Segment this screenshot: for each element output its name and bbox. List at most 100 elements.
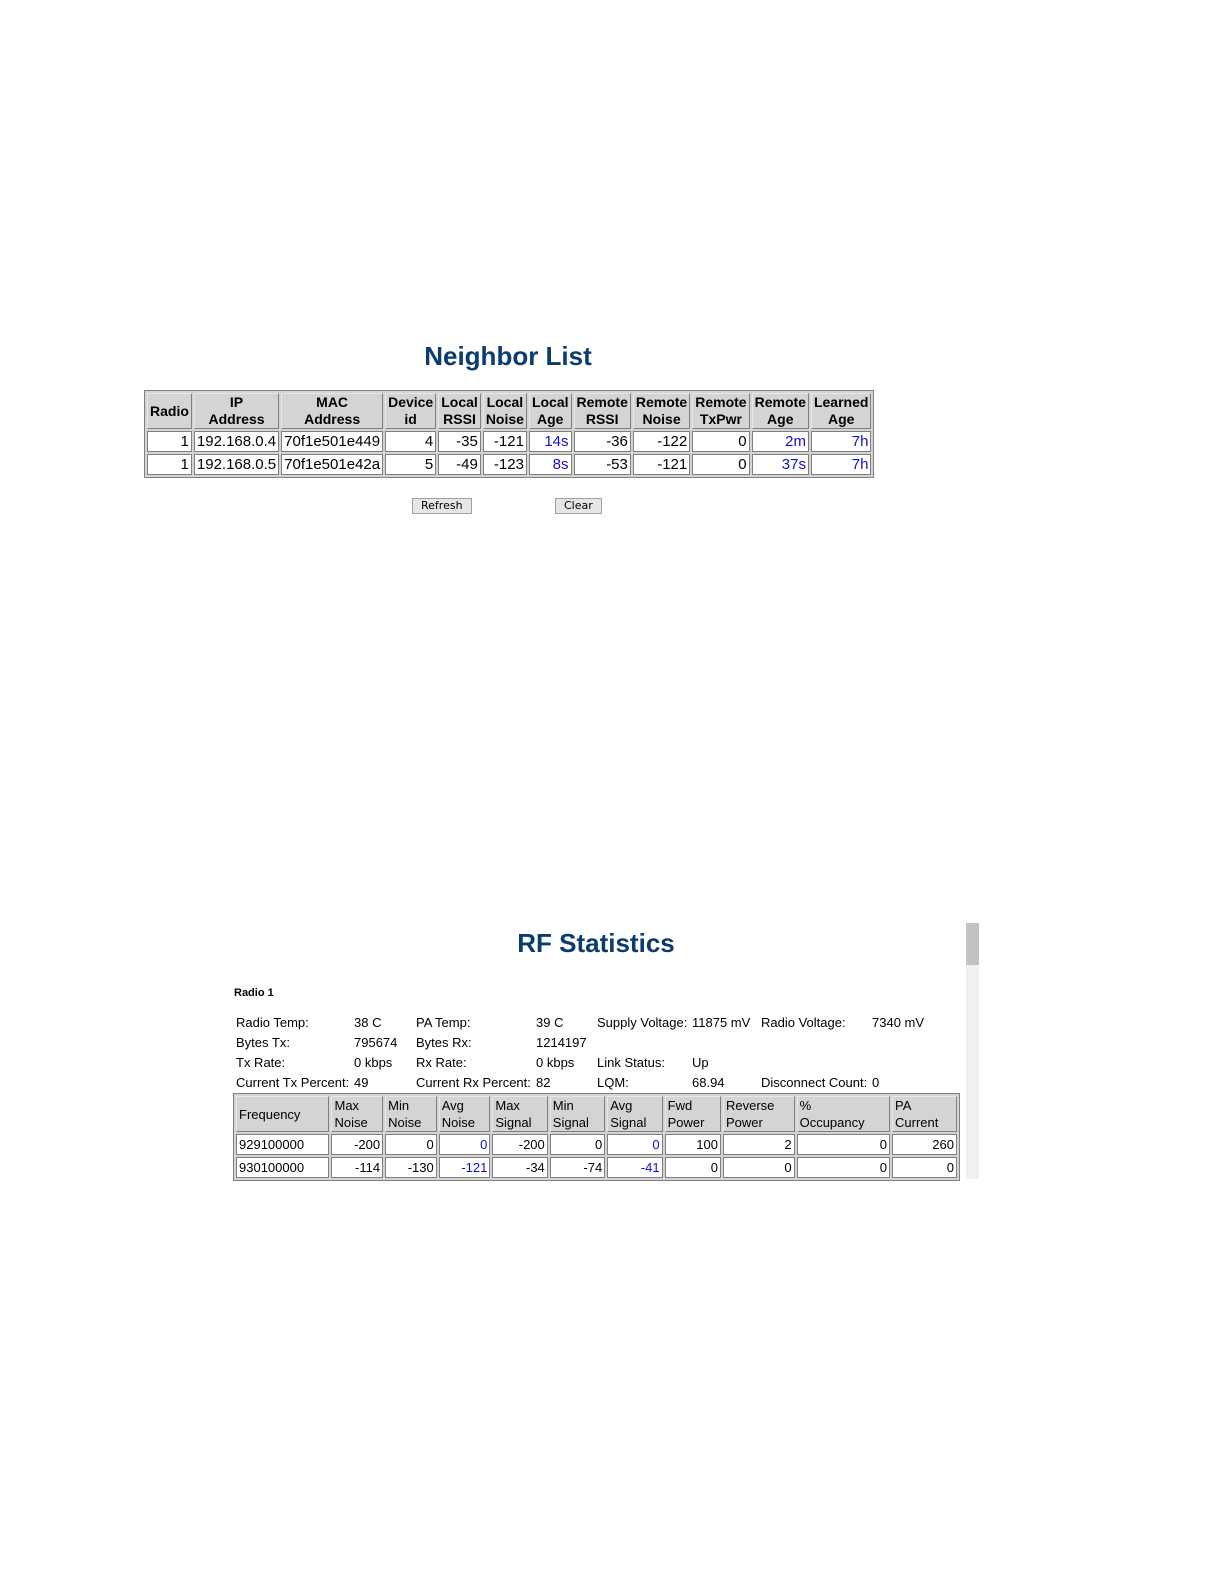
info-label: Disconnect Count: — [761, 1075, 868, 1090]
scrollbar-thumb[interactable] — [966, 923, 979, 965]
info-label: Rx Rate: — [416, 1055, 467, 1070]
info-value: 1214197 — [536, 1035, 587, 1050]
info-label: LQM: — [597, 1075, 629, 1090]
info-value: 0 — [872, 1075, 880, 1090]
column-header: Learned Age — [810, 393, 872, 429]
info-value: 0 kbps — [354, 1055, 393, 1070]
clear-button[interactable]: Clear — [555, 498, 602, 514]
column-header: Max Signal — [492, 1096, 548, 1132]
column-header: PA Current — [892, 1096, 957, 1132]
info-value: Up — [692, 1055, 709, 1070]
info-value: 39 C — [536, 1015, 564, 1030]
table-cell: 0 — [438, 1134, 491, 1155]
table-cell: 70f1e501e449 — [281, 431, 384, 452]
info-value: 68.94 — [692, 1075, 725, 1090]
info-label: Bytes Tx: — [236, 1035, 290, 1050]
info-value: 795674 — [354, 1035, 398, 1050]
scrollbar[interactable] — [966, 923, 979, 1179]
column-header: Max Noise — [331, 1096, 384, 1132]
age-link[interactable]: 8s — [528, 454, 572, 475]
info-value: 0 kbps — [536, 1055, 575, 1070]
table-cell: 2 — [723, 1134, 795, 1155]
info-value: 7340 mV — [872, 1015, 925, 1030]
table-cell: -121 — [632, 454, 691, 475]
table-cell: 0 — [692, 431, 750, 452]
table-cell: -121 — [482, 431, 527, 452]
table-row: 1 192.168.0.5 70f1e501e42a 5 -49 -123 8s -53 -12… — [147, 454, 872, 475]
info-value: 38 C — [354, 1015, 382, 1030]
table-cell: 5 — [385, 454, 437, 475]
table-cell: -121 — [438, 1157, 491, 1178]
table-row: 929100000 -200 0 0 -200 0 0 100 2 0 260 — [236, 1134, 957, 1155]
info-label: Current Rx Percent: — [416, 1075, 531, 1090]
column-header: Min Signal — [549, 1096, 606, 1132]
info-label: Tx Rate: — [236, 1055, 286, 1070]
age-link[interactable]: 37s — [751, 454, 809, 475]
table-cell: -53 — [573, 454, 631, 475]
column-header: Remote Age — [751, 393, 809, 429]
column-header: Avg Signal — [607, 1096, 663, 1132]
column-header: Frequency — [236, 1096, 330, 1132]
table-cell: 192.168.0.4 — [193, 431, 280, 452]
info-label: Supply Voltage: — [597, 1015, 688, 1030]
info-value: 49 — [354, 1075, 369, 1090]
table-cell: 0 — [796, 1134, 891, 1155]
table-cell: -49 — [438, 454, 481, 475]
table-cell: -122 — [632, 431, 691, 452]
age-link[interactable]: 7h — [810, 454, 872, 475]
column-header: Remote Noise — [632, 393, 691, 429]
radio-label: Radio 1 — [234, 987, 274, 999]
column-header: Local RSSI — [438, 393, 481, 429]
info-label: Link Status: — [597, 1055, 665, 1070]
table-cell: -130 — [385, 1157, 437, 1178]
table-cell: 0 — [692, 454, 750, 475]
table-cell: 930100000 — [236, 1157, 330, 1178]
rf-statistics-title: RF Statistics — [517, 928, 675, 958]
table-row: 1 192.168.0.4 70f1e501e449 4 -35 -121 14s -36 -1… — [147, 431, 872, 452]
table-cell: 4 — [385, 431, 437, 452]
table-row: 930100000 -114 -130 -121 -34 -74 -41 0 0 0 0 — [236, 1157, 957, 1178]
age-link[interactable]: 7h — [810, 431, 872, 452]
table-cell: 0 — [796, 1157, 891, 1178]
column-header: % Occupancy — [796, 1096, 891, 1132]
table-cell: 192.168.0.5 — [193, 454, 280, 475]
table-cell: -114 — [331, 1157, 384, 1178]
table-cell: -34 — [492, 1157, 548, 1178]
column-header: IP Address — [193, 393, 280, 429]
table-cell: 0 — [385, 1134, 437, 1155]
refresh-button[interactable]: Refresh — [412, 498, 472, 514]
table-cell: 100 — [664, 1134, 721, 1155]
column-header: Avg Noise — [438, 1096, 491, 1132]
column-header: Radio — [147, 393, 192, 429]
column-header: Min Noise — [385, 1096, 437, 1132]
age-link[interactable]: 2m — [751, 431, 809, 452]
table-cell: -200 — [331, 1134, 384, 1155]
info-label: Radio Temp: — [236, 1015, 309, 1030]
table-cell: -36 — [573, 431, 631, 452]
table-cell: 929100000 — [236, 1134, 330, 1155]
table-cell: 0 — [607, 1134, 663, 1155]
column-header: Local Age — [528, 393, 572, 429]
column-header: Remote TxPwr — [692, 393, 750, 429]
table-cell: -41 — [607, 1157, 663, 1178]
table-cell: 70f1e501e42a — [281, 454, 384, 475]
neighbor-table: Radio IP Address MAC Address Device id Local RSS… — [144, 390, 875, 478]
table-cell: -200 — [492, 1134, 548, 1155]
info-value: 82 — [536, 1075, 551, 1090]
age-link[interactable]: 14s — [528, 431, 572, 452]
table-cell: 1 — [147, 431, 192, 452]
column-header: Device id — [385, 393, 437, 429]
info-label: Radio Voltage: — [761, 1015, 846, 1030]
table-cell: -123 — [482, 454, 527, 475]
info-label: Current Tx Percent: — [236, 1075, 350, 1090]
info-label: Bytes Rx: — [416, 1035, 472, 1050]
table-cell: -35 — [438, 431, 481, 452]
column-header: MAC Address — [281, 393, 384, 429]
table-cell: 0 — [549, 1134, 606, 1155]
column-header: Remote RSSI — [573, 393, 631, 429]
table-cell: -74 — [549, 1157, 606, 1178]
table-cell: 0 — [723, 1157, 795, 1178]
column-header: Fwd Power — [664, 1096, 721, 1132]
column-header: Reverse Power — [723, 1096, 795, 1132]
info-value: 11875 mV — [692, 1015, 751, 1030]
